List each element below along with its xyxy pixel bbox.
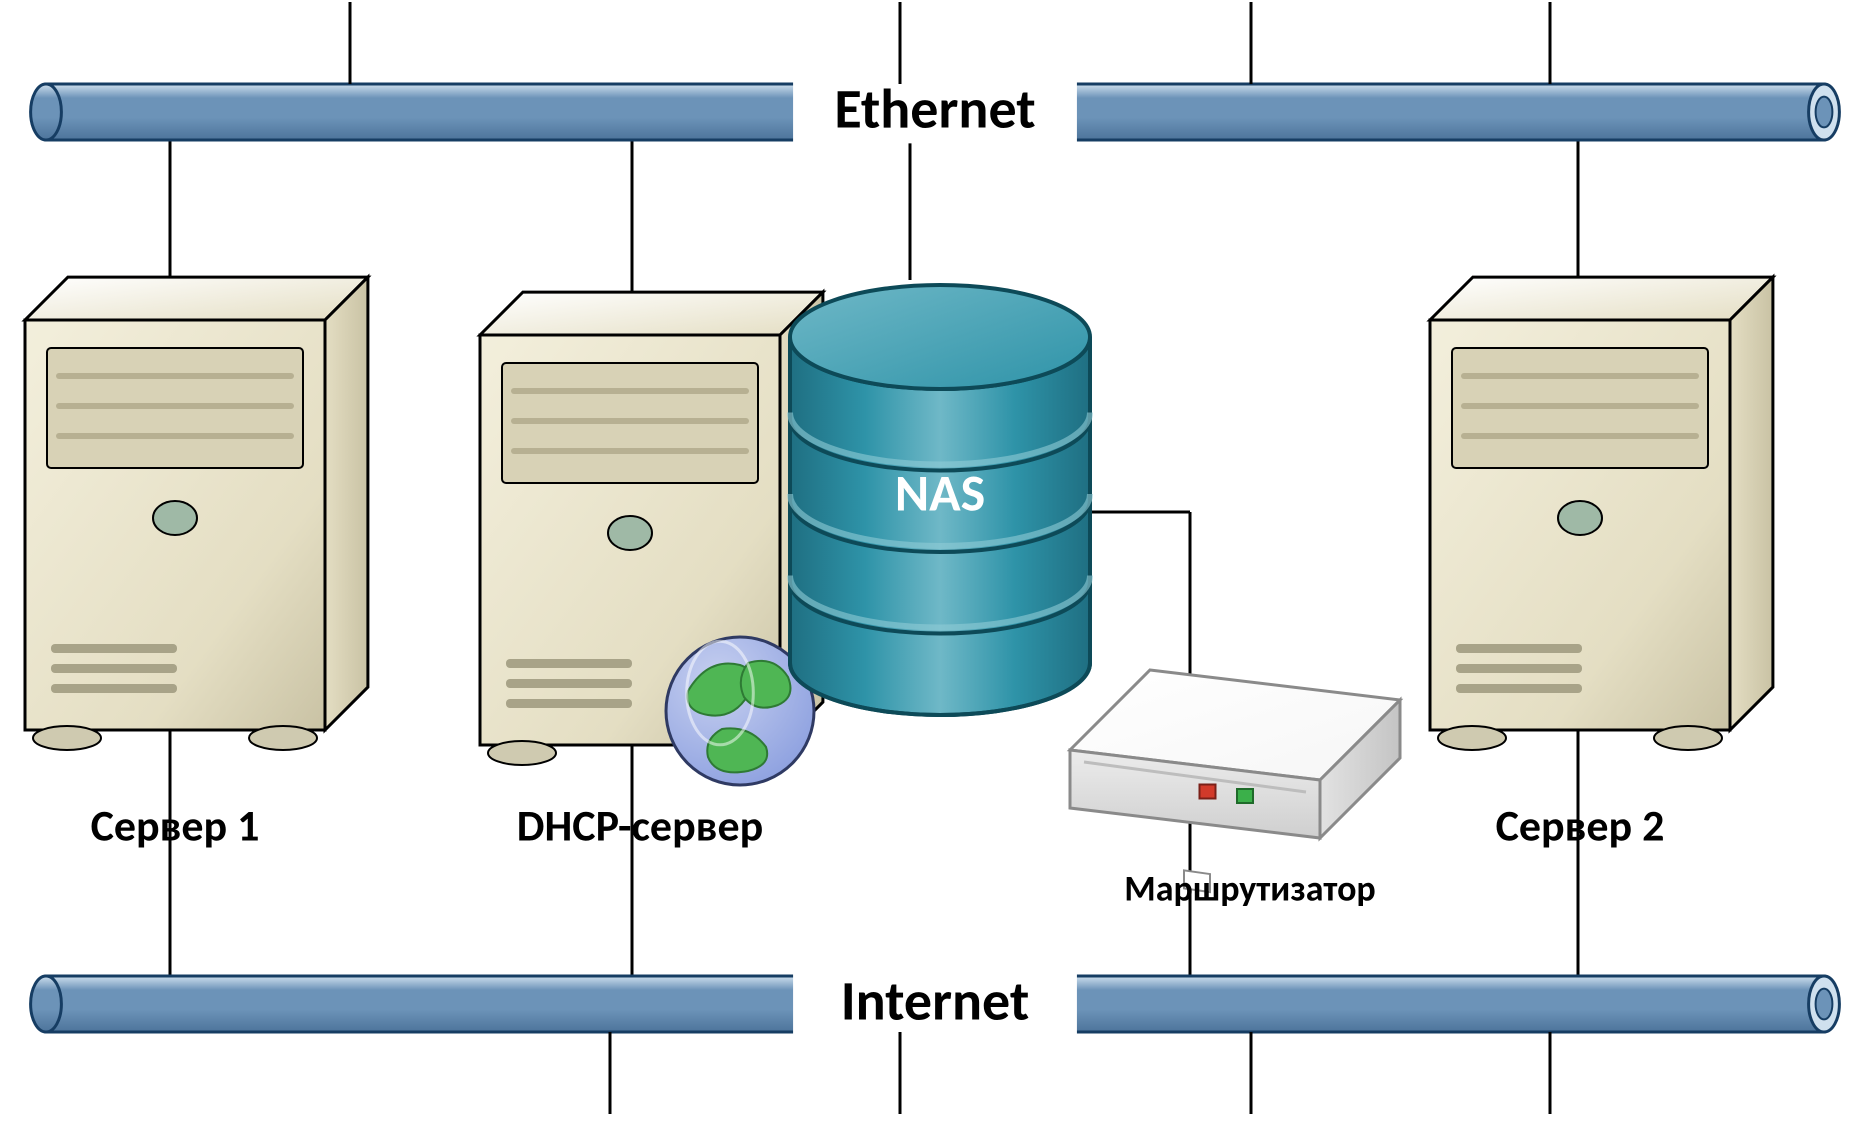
dhcp-icon: [480, 292, 823, 785]
server2-label: Сервер 2: [1496, 799, 1665, 853]
server1-label: Сервер 1: [91, 799, 260, 853]
dhcp-label: DHCP-сервер: [517, 799, 763, 853]
nas-label: NAS: [895, 461, 985, 525]
ethernet: Ethernet: [31, 76, 1840, 144]
ethernet-label: Ethernet: [834, 76, 1035, 144]
router-led-green: [1237, 789, 1253, 803]
internet: Internet: [31, 968, 1840, 1036]
router-icon: [1070, 670, 1400, 892]
router-label: Маршрутизатор: [1124, 867, 1376, 911]
router-led-red: [1200, 785, 1216, 799]
server1-icon: [25, 277, 368, 750]
server2-icon: [1430, 277, 1773, 750]
internet-label: Internet: [841, 968, 1030, 1036]
